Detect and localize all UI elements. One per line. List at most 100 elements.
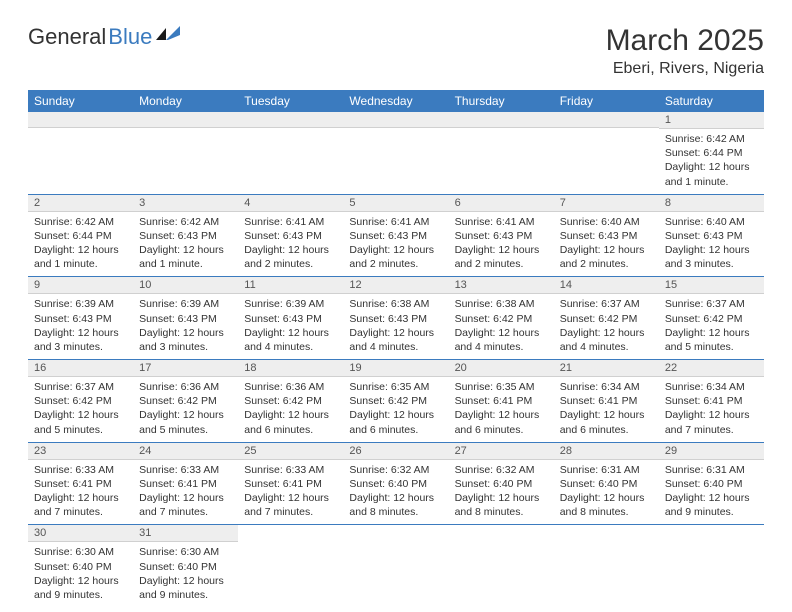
day-body: Sunrise: 6:31 AMSunset: 6:40 PMDaylight:… xyxy=(554,460,659,525)
day-number: 24 xyxy=(133,443,238,460)
daylight-text: Daylight: 12 hours and 1 minute. xyxy=(139,243,232,271)
daylight-text: Daylight: 12 hours and 6 minutes. xyxy=(244,408,337,436)
day-number: 6 xyxy=(449,195,554,212)
day-number: 2 xyxy=(28,195,133,212)
weekday-header: Saturday xyxy=(659,90,764,112)
day-number xyxy=(449,525,554,541)
calendar-cell: 18Sunrise: 6:36 AMSunset: 6:42 PMDayligh… xyxy=(238,360,343,443)
sunrise-text: Sunrise: 6:41 AM xyxy=(349,215,442,229)
day-body: Sunrise: 6:33 AMSunset: 6:41 PMDaylight:… xyxy=(133,460,238,525)
sunset-text: Sunset: 6:44 PM xyxy=(665,146,758,160)
day-number: 13 xyxy=(449,277,554,294)
sunset-text: Sunset: 6:41 PM xyxy=(34,477,127,491)
calendar-body: 1Sunrise: 6:42 AMSunset: 6:44 PMDaylight… xyxy=(28,112,764,607)
daylight-text: Daylight: 12 hours and 2 minutes. xyxy=(455,243,548,271)
sunrise-text: Sunrise: 6:41 AM xyxy=(455,215,548,229)
day-number: 18 xyxy=(238,360,343,377)
day-number: 19 xyxy=(343,360,448,377)
day-body xyxy=(343,541,448,599)
sunset-text: Sunset: 6:43 PM xyxy=(455,229,548,243)
daylight-text: Daylight: 12 hours and 2 minutes. xyxy=(244,243,337,271)
daylight-text: Daylight: 12 hours and 3 minutes. xyxy=(665,243,758,271)
day-number: 3 xyxy=(133,195,238,212)
sunrise-text: Sunrise: 6:37 AM xyxy=(34,380,127,394)
calendar-cell: 4Sunrise: 6:41 AMSunset: 6:43 PMDaylight… xyxy=(238,194,343,277)
sunrise-text: Sunrise: 6:33 AM xyxy=(139,463,232,477)
day-body: Sunrise: 6:33 AMSunset: 6:41 PMDaylight:… xyxy=(28,460,133,525)
weekday-header: Friday xyxy=(554,90,659,112)
flag-icon xyxy=(156,24,182,50)
calendar-cell xyxy=(343,525,448,607)
day-body: Sunrise: 6:32 AMSunset: 6:40 PMDaylight:… xyxy=(449,460,554,525)
day-number: 21 xyxy=(554,360,659,377)
calendar-table: Sunday Monday Tuesday Wednesday Thursday… xyxy=(28,90,764,607)
day-body: Sunrise: 6:34 AMSunset: 6:41 PMDaylight:… xyxy=(659,377,764,442)
calendar-cell: 28Sunrise: 6:31 AMSunset: 6:40 PMDayligh… xyxy=(554,442,659,525)
daylight-text: Daylight: 12 hours and 4 minutes. xyxy=(560,326,653,354)
sunrise-text: Sunrise: 6:33 AM xyxy=(244,463,337,477)
sunrise-text: Sunrise: 6:33 AM xyxy=(34,463,127,477)
sunrise-text: Sunrise: 6:42 AM xyxy=(665,132,758,146)
calendar-cell xyxy=(554,525,659,607)
sunrise-text: Sunrise: 6:36 AM xyxy=(139,380,232,394)
calendar-cell: 3Sunrise: 6:42 AMSunset: 6:43 PMDaylight… xyxy=(133,194,238,277)
title-block: March 2025 Eberi, Rivers, Nigeria xyxy=(606,24,764,78)
day-number: 10 xyxy=(133,277,238,294)
day-body: Sunrise: 6:30 AMSunset: 6:40 PMDaylight:… xyxy=(133,542,238,607)
daylight-text: Daylight: 12 hours and 7 minutes. xyxy=(665,408,758,436)
weekday-header: Tuesday xyxy=(238,90,343,112)
calendar-cell: 11Sunrise: 6:39 AMSunset: 6:43 PMDayligh… xyxy=(238,277,343,360)
sunset-text: Sunset: 6:40 PM xyxy=(34,560,127,574)
day-number: 17 xyxy=(133,360,238,377)
day-body xyxy=(554,541,659,599)
daylight-text: Daylight: 12 hours and 5 minutes. xyxy=(665,326,758,354)
day-body xyxy=(449,541,554,599)
sunset-text: Sunset: 6:41 PM xyxy=(139,477,232,491)
sunrise-text: Sunrise: 6:39 AM xyxy=(244,297,337,311)
calendar-cell: 16Sunrise: 6:37 AMSunset: 6:42 PMDayligh… xyxy=(28,360,133,443)
day-number: 28 xyxy=(554,443,659,460)
daylight-text: Daylight: 12 hours and 1 minute. xyxy=(665,160,758,188)
header: GeneralBlue March 2025 Eberi, Rivers, Ni… xyxy=(28,24,764,78)
sunset-text: Sunset: 6:43 PM xyxy=(34,312,127,326)
sunrise-text: Sunrise: 6:42 AM xyxy=(34,215,127,229)
sunrise-text: Sunrise: 6:35 AM xyxy=(455,380,548,394)
calendar-cell xyxy=(343,112,448,194)
sunrise-text: Sunrise: 6:36 AM xyxy=(244,380,337,394)
daylight-text: Daylight: 12 hours and 4 minutes. xyxy=(349,326,442,354)
sunset-text: Sunset: 6:42 PM xyxy=(665,312,758,326)
calendar-cell xyxy=(449,112,554,194)
sunset-text: Sunset: 6:42 PM xyxy=(455,312,548,326)
daylight-text: Daylight: 12 hours and 7 minutes. xyxy=(139,491,232,519)
sunrise-text: Sunrise: 6:30 AM xyxy=(34,545,127,559)
day-number xyxy=(28,112,133,128)
day-number: 8 xyxy=(659,195,764,212)
daylight-text: Daylight: 12 hours and 9 minutes. xyxy=(665,491,758,519)
daylight-text: Daylight: 12 hours and 1 minute. xyxy=(34,243,127,271)
calendar-cell: 29Sunrise: 6:31 AMSunset: 6:40 PMDayligh… xyxy=(659,442,764,525)
calendar-cell: 9Sunrise: 6:39 AMSunset: 6:43 PMDaylight… xyxy=(28,277,133,360)
daylight-text: Daylight: 12 hours and 8 minutes. xyxy=(349,491,442,519)
sunset-text: Sunset: 6:41 PM xyxy=(244,477,337,491)
day-number xyxy=(343,525,448,541)
day-body: Sunrise: 6:41 AMSunset: 6:43 PMDaylight:… xyxy=(238,212,343,277)
day-number: 11 xyxy=(238,277,343,294)
calendar-week-row: 23Sunrise: 6:33 AMSunset: 6:41 PMDayligh… xyxy=(28,442,764,525)
daylight-text: Daylight: 12 hours and 7 minutes. xyxy=(34,491,127,519)
daylight-text: Daylight: 12 hours and 3 minutes. xyxy=(34,326,127,354)
sunrise-text: Sunrise: 6:40 AM xyxy=(665,215,758,229)
sunrise-text: Sunrise: 6:38 AM xyxy=(455,297,548,311)
calendar-cell xyxy=(238,112,343,194)
brand-logo: GeneralBlue xyxy=(28,24,182,50)
calendar-cell: 31Sunrise: 6:30 AMSunset: 6:40 PMDayligh… xyxy=(133,525,238,607)
day-body xyxy=(28,128,133,186)
day-body: Sunrise: 6:37 AMSunset: 6:42 PMDaylight:… xyxy=(28,377,133,442)
calendar-week-row: 2Sunrise: 6:42 AMSunset: 6:44 PMDaylight… xyxy=(28,194,764,277)
day-number: 16 xyxy=(28,360,133,377)
sunset-text: Sunset: 6:42 PM xyxy=(349,394,442,408)
daylight-text: Daylight: 12 hours and 9 minutes. xyxy=(139,574,232,602)
sunset-text: Sunset: 6:43 PM xyxy=(665,229,758,243)
weekday-header-row: Sunday Monday Tuesday Wednesday Thursday… xyxy=(28,90,764,112)
calendar-cell: 23Sunrise: 6:33 AMSunset: 6:41 PMDayligh… xyxy=(28,442,133,525)
calendar-cell: 26Sunrise: 6:32 AMSunset: 6:40 PMDayligh… xyxy=(343,442,448,525)
